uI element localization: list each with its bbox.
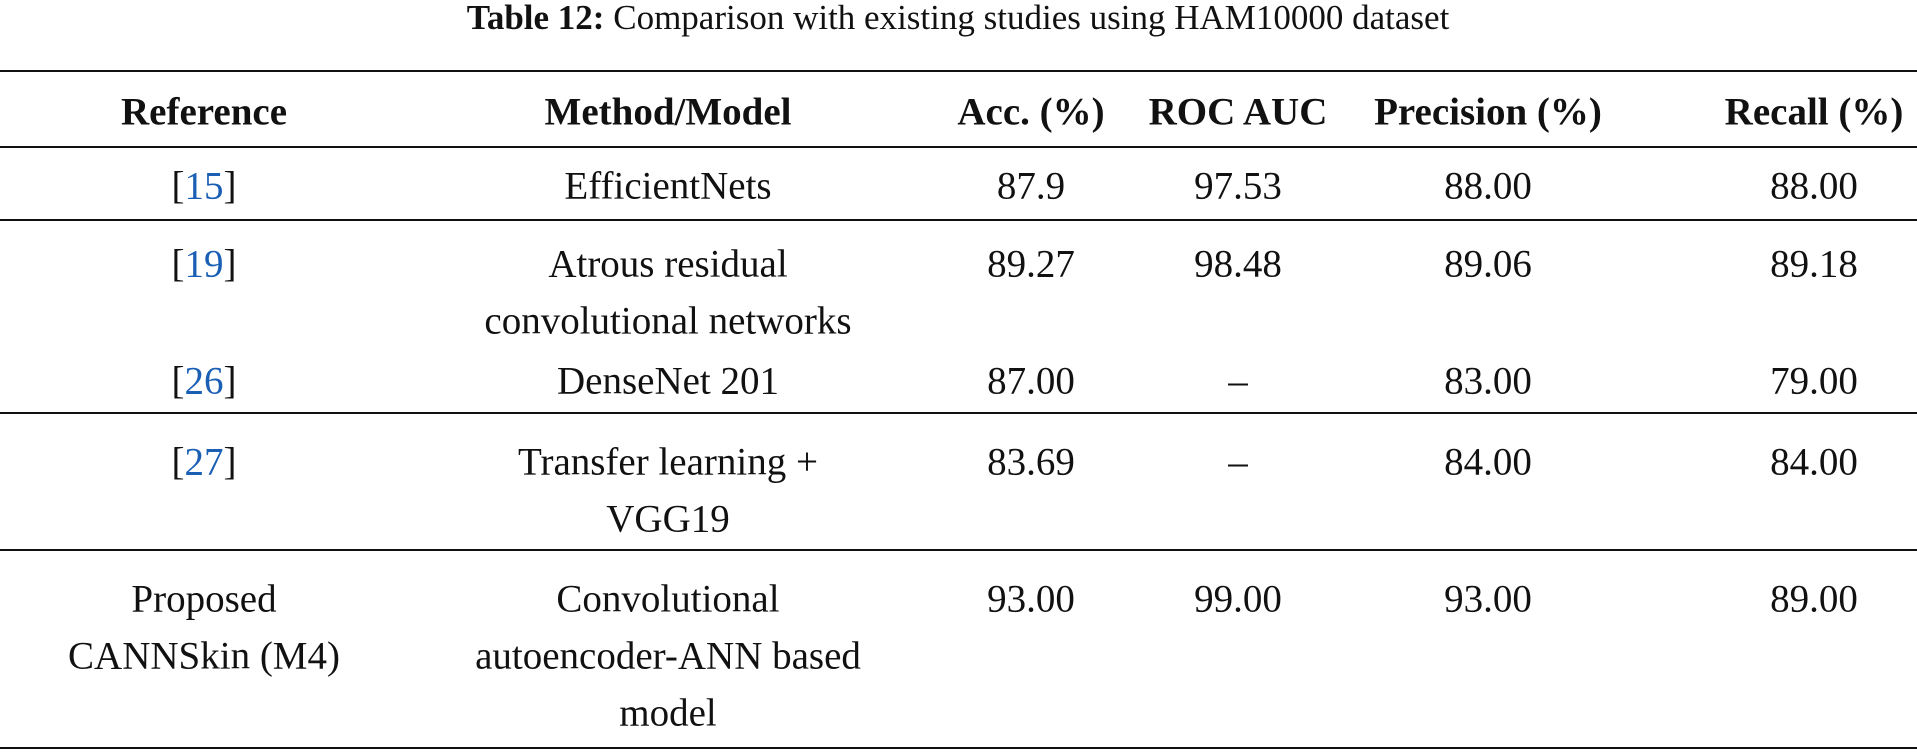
value-cell: 88.00 (1444, 164, 1532, 208)
rule (0, 412, 1917, 414)
method-cell: autoencoder-ANN based (475, 634, 861, 678)
value-cell: 83.69 (987, 440, 1075, 484)
method-cell: convolutional networks (484, 299, 852, 343)
value-cell: 98.48 (1194, 242, 1282, 286)
rule (0, 549, 1917, 551)
bracket: ] (223, 359, 237, 403)
bracket: [ (171, 164, 185, 208)
method-cell: Atrous residual (548, 242, 788, 286)
value-cell: 99.00 (1194, 577, 1282, 621)
value-cell: – (1228, 359, 1248, 403)
value-cell: 93.00 (1444, 577, 1532, 621)
value-cell: 89.00 (1770, 577, 1858, 621)
reference-cell: [19] (172, 245, 237, 284)
caption: Table 12: Comparison with existing studi… (467, 0, 1450, 38)
header-cell: Acc. (%) (957, 90, 1105, 134)
header-cell: Precision (%) (1374, 90, 1602, 134)
bracket: [ (171, 242, 185, 286)
bracket: [ (171, 440, 185, 484)
reference-cell: CANNSkin (M4) (68, 634, 340, 678)
value-cell: 79.00 (1770, 359, 1858, 403)
caption-label: Table 12: (466, 0, 605, 37)
value-cell: 88.00 (1770, 164, 1858, 208)
citation-link[interactable]: 19 (184, 242, 224, 286)
bracket: ] (223, 440, 237, 484)
method-cell: Transfer learning + (518, 440, 818, 484)
header-cell: Reference (121, 90, 287, 134)
value-cell: 84.00 (1770, 440, 1858, 484)
value-cell: 89.18 (1770, 242, 1858, 286)
citation-link[interactable]: 26 (184, 359, 224, 403)
reference-cell: Proposed (131, 577, 277, 621)
value-cell: 89.27 (987, 242, 1075, 286)
rule (0, 146, 1917, 148)
value-cell: 87.00 (987, 359, 1075, 403)
citation-link[interactable]: 27 (184, 440, 224, 484)
value-cell: 93.00 (987, 577, 1075, 621)
value-cell: 89.06 (1444, 242, 1532, 286)
reference-cell: [15] (172, 167, 237, 206)
caption-text: Comparison with existing studies using H… (613, 0, 1450, 37)
reference-cell: [27] (172, 443, 237, 482)
value-cell: 97.53 (1194, 164, 1282, 208)
method-cell: EfficientNets (564, 164, 772, 208)
value-cell: 84.00 (1444, 440, 1532, 484)
method-cell: DenseNet 201 (556, 359, 780, 403)
header-cell: ROC AUC (1148, 90, 1328, 134)
citation-link[interactable]: 15 (184, 164, 224, 208)
rule (0, 70, 1917, 72)
rule (0, 219, 1917, 221)
header-cell: Recall (%) (1724, 90, 1904, 134)
method-cell: Convolutional (556, 577, 780, 621)
bracket: ] (223, 164, 237, 208)
value-cell: 87.9 (996, 164, 1066, 208)
rule (0, 747, 1917, 749)
method-cell: VGG19 (606, 497, 730, 541)
reference-cell: [26] (172, 362, 237, 401)
method-cell: model (619, 691, 717, 735)
value-cell: – (1228, 440, 1248, 484)
bracket: ] (223, 242, 237, 286)
header-cell: Method/Model (544, 90, 792, 134)
bracket: [ (171, 359, 185, 403)
value-cell: 83.00 (1444, 359, 1532, 403)
